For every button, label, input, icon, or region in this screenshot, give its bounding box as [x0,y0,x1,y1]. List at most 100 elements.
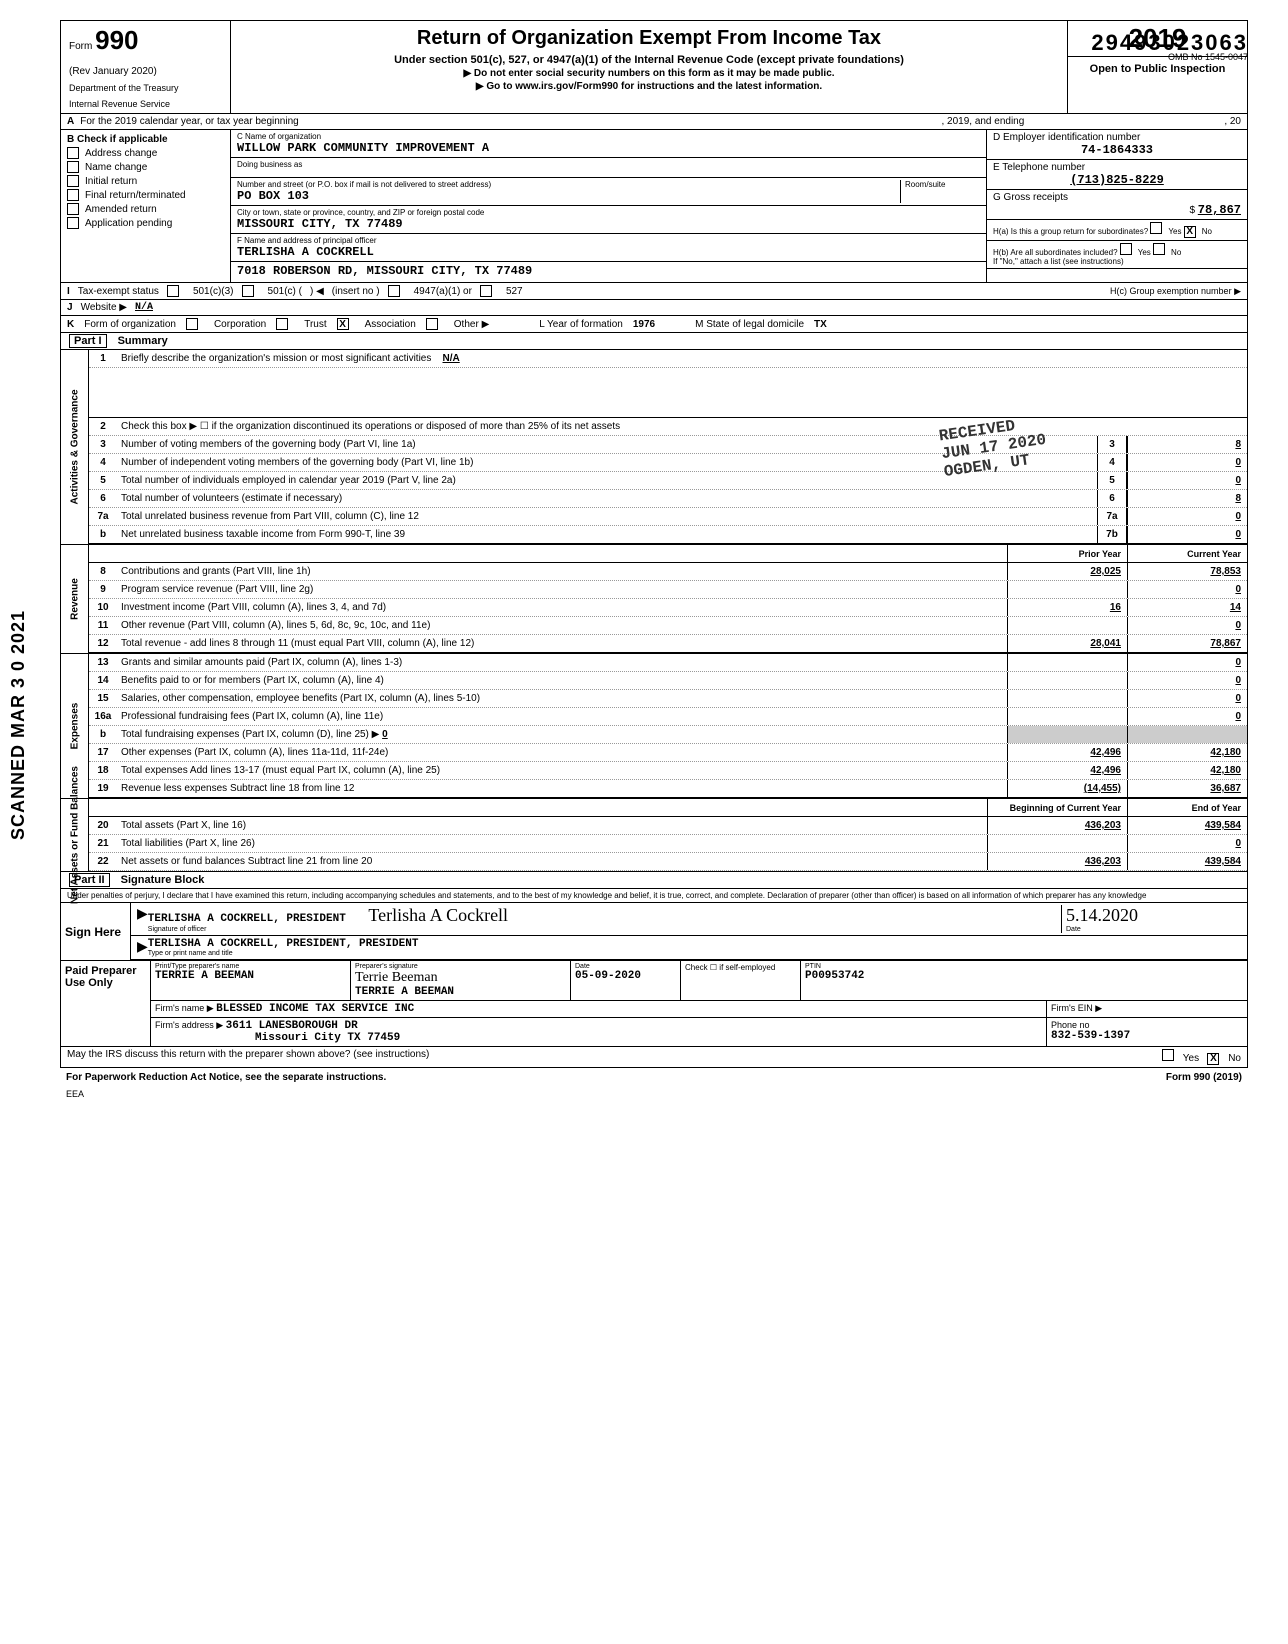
cb-app-pending[interactable] [67,217,79,229]
l5-desc: Total number of individuals employed in … [117,474,1097,487]
k-label: K [67,319,74,330]
cb-initial[interactable] [67,175,79,187]
m-label: M State of legal domicile [695,319,804,330]
ha-no[interactable]: X [1184,226,1196,238]
form-label: Form [69,41,92,52]
p14 [1007,672,1127,689]
l7a-desc: Total unrelated business revenue from Pa… [117,510,1097,523]
dept: Department of the Treasury [69,83,222,93]
l16bval: 0 [382,729,388,740]
revenue-section: Revenue Prior YearCurrent Year 8Contribu… [60,545,1248,654]
hb-yes[interactable] [1120,243,1132,255]
exp-side: Expenses [69,703,80,750]
prep-date-label: Date [575,963,676,970]
hb-no[interactable] [1153,243,1165,255]
p11 [1007,617,1127,634]
l6-desc: Total number of volunteers (estimate if … [117,492,1097,505]
eea: EEA [60,1087,1248,1101]
l7b-desc: Net unrelated business taxable income fr… [117,528,1097,541]
row-j: J Website ▶ N/A [60,299,1248,315]
cb-4947[interactable] [388,285,400,297]
governance-section: Activities & Governance 1Briefly describ… [60,350,1248,545]
cb-name-change[interactable] [67,161,79,173]
l15: Salaries, other compensation, employee b… [117,692,1007,705]
l8: Contributions and grants (Part VIII, lin… [117,565,1007,578]
room-label: Room/suite [905,180,980,189]
part1-header: Part I Summary [60,333,1248,350]
title-label: Type or print name and title [148,950,1241,957]
ha-yes[interactable] [1150,222,1162,234]
part2-title: Signature Block [121,874,205,886]
opt-501c3: 501(c)(3) [193,286,234,297]
discuss-yes[interactable] [1162,1049,1174,1061]
addr-label: Number and street (or P.O. box if mail i… [237,180,900,189]
b20: 436,203 [987,817,1127,834]
mission: N/A [443,353,460,364]
irs: Internal Revenue Service [69,99,222,109]
dba-label: Doing business as [237,160,980,169]
prep-name: TERRIE A BEEMAN [155,970,254,982]
cb-assoc[interactable]: X [337,318,349,330]
cb-other[interactable] [426,318,438,330]
fno: No [1228,1053,1241,1064]
form-number: 990 [95,25,138,55]
p16b [1007,726,1127,743]
c16b [1127,726,1247,743]
opt-4947: 4947(a)(1) or [414,286,472,297]
cb-501c[interactable] [242,285,254,297]
c9: 0 [1127,581,1247,598]
l-label: L Year of formation [539,319,623,330]
website: N/A [135,302,153,313]
cb-amended[interactable] [67,203,79,215]
na-side: Net Assets or Fund Balances [69,766,80,904]
l2-desc: Check this box ▶ ☐ if the organization d… [117,420,1247,433]
org-name: WILLOW PARK COMMUNITY IMPROVEMENT A [237,141,489,155]
phone-label: Phone no [1051,1020,1090,1030]
l10: Investment income (Part VIII, column (A)… [117,601,1007,614]
hdr-end: End of Year [1127,799,1247,816]
hb-label: H(b) Are all subordinates included? [993,248,1118,257]
cb-corp[interactable] [186,318,198,330]
cb-addr-change[interactable] [67,147,79,159]
row-a: A For the 2019 calendar year, or tax yea… [60,113,1248,129]
date-label: Date [1066,926,1241,933]
cb-501c3[interactable] [167,285,179,297]
no-text2: No [1171,248,1181,257]
hdr-beg: Beginning of Current Year [987,799,1127,816]
prep-left: Paid Preparer Use Only [61,961,151,1046]
omb: OMB No 1545-0047 [1168,52,1248,62]
row-i: I Tax-exempt status 501(c)(3) 501(c) ( )… [60,282,1248,299]
l9: Program service revenue (Part VIII, line… [117,583,1007,596]
p12: 28,041 [1007,635,1127,652]
b-item-3: Final return/terminated [85,190,186,201]
c19: 36,687 [1127,780,1247,797]
v5: 0 [1127,472,1247,489]
p10: 16 [1007,599,1127,616]
discuss-row: May the IRS discuss this return with the… [60,1047,1248,1068]
prep-self-employed: Check ☐ if self-employed [681,961,801,1000]
c-name-label: C Name of organization [237,132,980,141]
g-label: G Gross receipts [993,192,1068,203]
p13 [1007,654,1127,671]
b-item-2: Initial return [85,176,137,187]
form-footer: Form 990 (2019) [1166,1072,1242,1083]
cb-trust[interactable] [276,318,288,330]
c16a: 0 [1127,708,1247,725]
cb-527[interactable] [480,285,492,297]
discuss-no[interactable]: X [1207,1053,1219,1065]
v7a: 0 [1127,508,1247,525]
c11: 0 [1127,617,1247,634]
c18: 42,180 [1127,762,1247,779]
cb-final[interactable] [67,189,79,201]
k-text: Form of organization [84,319,176,330]
v6: 8 [1127,490,1247,507]
b-item-1: Name change [85,162,147,173]
fyes: Yes [1183,1053,1199,1064]
ein: 74-1864333 [993,143,1241,157]
j-text: Website ▶ [81,302,127,313]
prep-name-label: Print/Type preparer's name [155,963,346,970]
sign-here: Sign Here [61,903,131,960]
part2-header: Part II Signature Block [60,872,1248,889]
hdr-curr: Current Year [1127,545,1247,562]
c14: 0 [1127,672,1247,689]
